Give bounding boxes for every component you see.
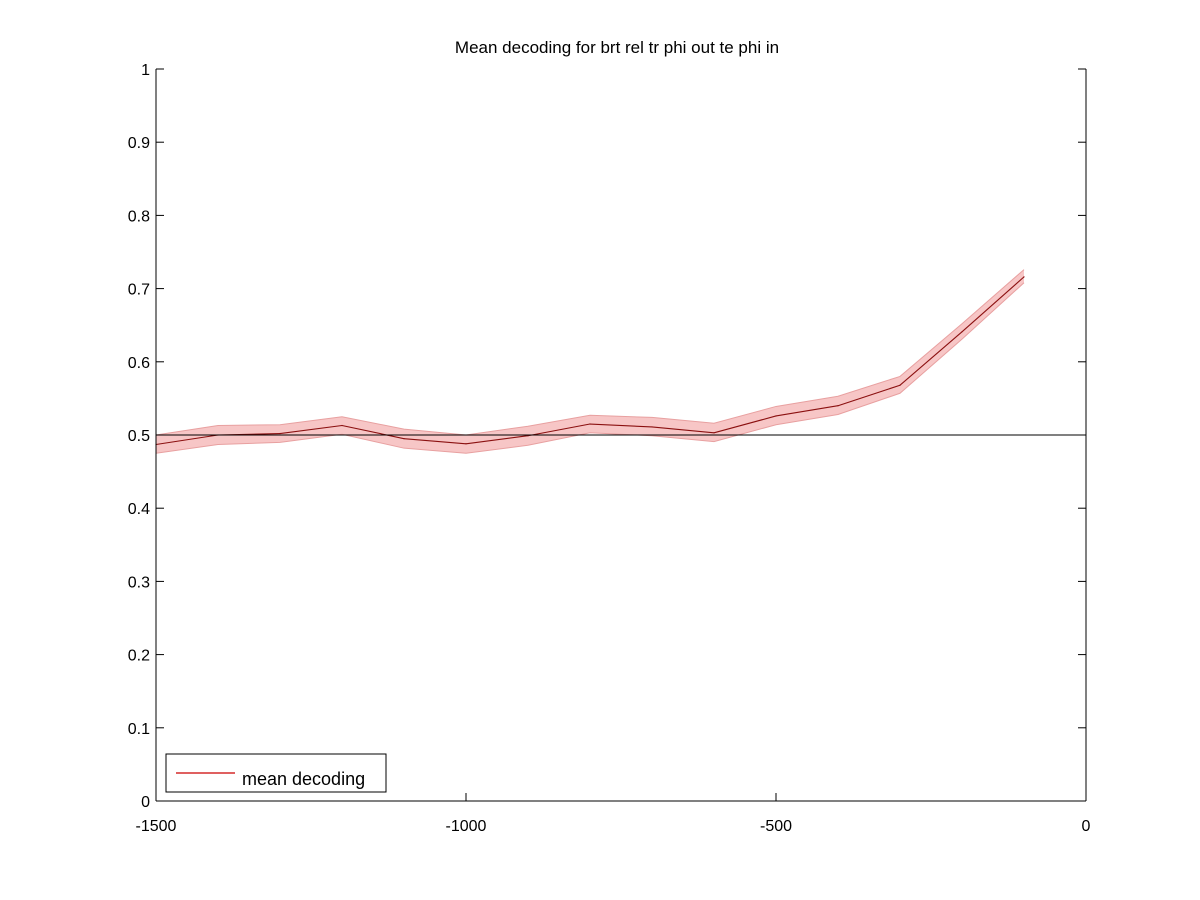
- mean-decoding-line-segment: [465, 435, 529, 445]
- y-tick-label: 0.1: [128, 721, 150, 738]
- mean-decoding-line-segment: [775, 405, 839, 417]
- plot-area: [155, 269, 1086, 454]
- x-tick-label: -1000: [446, 818, 487, 835]
- y-tick-label: 0.3: [128, 574, 150, 591]
- mean-decoding-data-point: [403, 438, 405, 440]
- mean-decoding-line-segment: [713, 415, 777, 434]
- y-tick-label: 0.9: [128, 135, 150, 152]
- legend-label-mean-decoding: mean decoding: [242, 769, 365, 789]
- mean-decoding-line-segment: [341, 424, 405, 440]
- mean-decoding-line-segment: [279, 424, 343, 435]
- mean-decoding-line-segment: [527, 423, 591, 437]
- mean-decoding-data-point: [279, 432, 281, 435]
- y-tick-label: 0.5: [128, 428, 150, 445]
- mean-decoding-line-segment: [403, 438, 467, 445]
- mean-decoding-data-point: [465, 443, 467, 445]
- mean-decoding-line-segment: [961, 276, 1025, 333]
- mean-decoding-data-point: [589, 423, 591, 425]
- mean-decoding-data-point: [651, 426, 653, 428]
- y-tick-label: 1: [141, 62, 150, 79]
- x-tick-label: -500: [760, 818, 792, 835]
- confidence-band-series-0: [156, 269, 1024, 454]
- x-tick-label: 0: [1082, 818, 1091, 835]
- x-tick-label: -1500: [136, 818, 177, 835]
- mean-decoding-data-point: [775, 415, 777, 417]
- band-lower-edge-series-0: [155, 282, 1025, 454]
- band-upper-edge-series-0: [155, 269, 1025, 436]
- y-tick-label: 0.8: [128, 208, 150, 225]
- y-tick-label: 0.4: [128, 501, 150, 518]
- y-tick-label: 0.2: [128, 648, 150, 665]
- mean-decoding-line-segment: [651, 426, 715, 434]
- mean-decoding-data-point: [713, 432, 715, 434]
- mean-decoding-line-segment: [899, 331, 963, 386]
- mean-decoding-line-segment: [837, 384, 901, 407]
- mean-decoding-data-point: [1023, 276, 1025, 278]
- chart-title: Mean decoding for brt rel tr phi out te …: [455, 38, 779, 57]
- mean-decoding-data-point: [837, 405, 839, 407]
- y-tick-label: 0.7: [128, 282, 150, 299]
- mean-decoding-line-segment: [155, 434, 219, 446]
- mean-decoding-data-point: [961, 331, 963, 333]
- mean-decoding-data-point: [899, 384, 901, 386]
- y-tick-label: 0: [141, 794, 150, 811]
- legend: mean decoding: [165, 753, 387, 793]
- mean-decoding-data-point: [341, 424, 343, 427]
- axes: 0 0.1 0.2 0.3 0.4 0.5 0.6 0.7 0.8 0.9 1 -1500 -1000 -…: [128, 62, 1091, 835]
- y-tick-label: 0.6: [128, 355, 150, 372]
- mean-decoding-line-segment: [589, 423, 653, 428]
